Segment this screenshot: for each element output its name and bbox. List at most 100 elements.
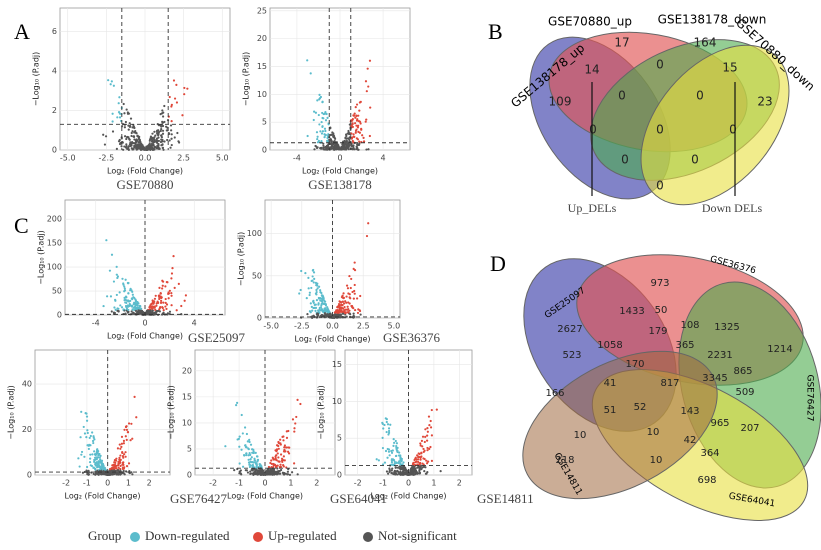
scatter-decor xyxy=(153,146,156,149)
y-tick-label: 2 xyxy=(52,106,57,115)
scatter-decor xyxy=(125,438,128,441)
scatter-decor xyxy=(356,143,360,147)
scatter-decor xyxy=(387,448,391,451)
scatter-decor xyxy=(169,146,172,149)
scatter-decor xyxy=(118,291,121,294)
venn-set xyxy=(522,350,718,500)
scatter-decor xyxy=(277,440,280,444)
scatter-decor xyxy=(353,289,356,293)
x-axis-label: Log₂ (Fold Change) xyxy=(107,167,183,176)
scatter-decor xyxy=(253,457,256,460)
scatter-decor xyxy=(249,453,252,457)
scatter-decor xyxy=(324,307,327,310)
count: 166 xyxy=(545,388,564,399)
x-tick-label: -5.0 xyxy=(263,322,279,331)
scatter-decor xyxy=(111,130,115,133)
scatter-decor xyxy=(118,138,121,142)
scatter-decor xyxy=(306,313,309,316)
scatter-decor xyxy=(385,430,388,434)
scatter-decor xyxy=(160,134,163,137)
scatter-decor xyxy=(418,463,421,466)
scatter-decor xyxy=(336,144,339,147)
count: 364 xyxy=(700,448,719,459)
scatter-decor xyxy=(183,93,186,96)
scatter-decor xyxy=(116,447,120,450)
scatter-decor xyxy=(148,145,151,148)
scatter-decor xyxy=(93,458,96,462)
scatter-decor xyxy=(314,309,317,312)
x-tick-label: -2.5 xyxy=(99,154,115,163)
scatter-decor xyxy=(320,314,323,317)
scatter-decor xyxy=(311,309,314,312)
scatter-decor xyxy=(351,119,354,122)
scatter-decor xyxy=(291,418,295,421)
scatter-decor xyxy=(80,410,83,413)
scatter-decor xyxy=(341,312,345,315)
scatter-decor xyxy=(156,132,159,135)
scatter-decor xyxy=(110,310,113,313)
scatter-decor xyxy=(344,140,347,143)
scatter-decor xyxy=(169,124,173,127)
scatter-decor xyxy=(82,425,85,429)
scatter-decor xyxy=(296,473,299,476)
scatter-decor xyxy=(124,120,128,124)
scatter-decor xyxy=(430,408,433,412)
scatter-decor xyxy=(118,96,121,99)
scatter-decor xyxy=(357,114,360,117)
scatter-decor xyxy=(346,147,349,150)
scatter-decor xyxy=(428,424,431,427)
scatter-decor xyxy=(177,282,180,285)
scatter-decor xyxy=(238,462,241,465)
scatter-decor xyxy=(322,144,325,147)
scatter-decor xyxy=(385,420,388,424)
scatter-decor xyxy=(186,87,189,90)
scatter-decor xyxy=(124,278,127,281)
scatter-decor xyxy=(157,147,160,150)
scatter-decor xyxy=(283,448,286,451)
scatter-decor xyxy=(131,293,134,296)
scatter-decor xyxy=(340,306,343,309)
scatter-decor xyxy=(247,448,250,451)
x-tick-label: 0 xyxy=(105,479,110,488)
scatter-decor xyxy=(129,117,133,120)
scatter-decor xyxy=(414,456,417,459)
scatter-decor xyxy=(350,136,354,139)
scatter-decor xyxy=(108,269,112,272)
y-axis-label: −Log₁₀ (P.adj) xyxy=(317,385,326,440)
scatter-decor xyxy=(413,467,416,471)
legend-title: Group xyxy=(88,528,121,543)
scatter-decor xyxy=(418,469,421,473)
scatter-decor xyxy=(315,298,319,302)
scatter-decor xyxy=(317,113,320,117)
panel-label: C xyxy=(14,213,29,238)
scatter-decor xyxy=(145,148,148,152)
count: 0 xyxy=(589,123,597,137)
scatter-decor xyxy=(139,143,142,146)
scatter-decor xyxy=(421,435,425,438)
scatter-decor xyxy=(250,468,253,472)
scatter-decor xyxy=(422,457,425,460)
scatter-decor xyxy=(81,471,85,474)
scatter-decor xyxy=(278,460,281,463)
scatter-decor xyxy=(238,445,241,448)
plot-panel xyxy=(34,349,171,476)
scatter-decor xyxy=(112,469,115,472)
scatter-decor xyxy=(175,83,178,86)
scatter-decor xyxy=(136,134,139,138)
scatter-decor xyxy=(122,461,125,464)
scatter-decor xyxy=(253,470,256,474)
scatter-decor xyxy=(127,422,131,425)
scatter-decor xyxy=(366,67,369,70)
scatter-decor xyxy=(418,471,422,474)
scatter-decor xyxy=(116,116,119,119)
scatter-decor xyxy=(399,462,402,465)
scatter-decor xyxy=(375,458,378,461)
volcano-plot: 0 5 10 15 -2 -1 0 1 2 Log₂ (Fold Change) −Log₁₀ (P… xyxy=(317,349,534,506)
scatter-decor xyxy=(120,435,124,438)
scatter-decor xyxy=(325,309,328,313)
scatter-decor xyxy=(249,472,252,475)
scatter-decor xyxy=(280,457,284,460)
scatter-decor xyxy=(316,287,319,290)
scatter-decor xyxy=(170,137,173,140)
scatter-decor xyxy=(103,468,107,471)
